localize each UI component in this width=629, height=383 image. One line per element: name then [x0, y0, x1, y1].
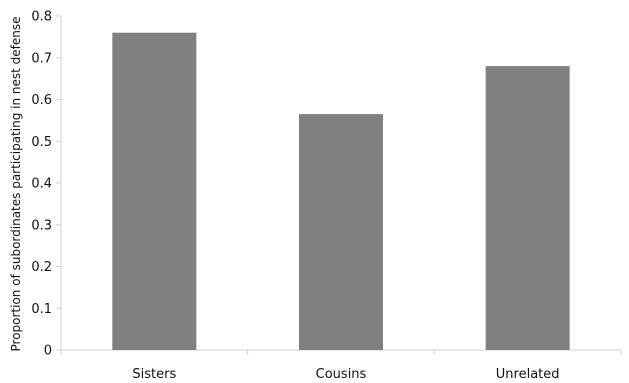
bar-cousins — [299, 114, 383, 350]
x-tick-label-cousins: Cousins — [316, 367, 367, 382]
y-tick-label: 0.1 — [31, 302, 52, 317]
x-axis-ticks: Sisters Cousins Unrelated — [60, 350, 622, 382]
bars — [112, 32, 570, 350]
y-tick-label: 0.2 — [31, 260, 52, 275]
y-tick-label: 0.6 — [31, 93, 52, 108]
x-tick-label-unrelated: Unrelated — [496, 367, 560, 382]
y-tick-label: 0.4 — [31, 177, 52, 192]
y-axis-title: Proportion of subordinates participating… — [9, 17, 23, 352]
bar-unrelated — [485, 66, 570, 350]
bar-sisters — [112, 32, 197, 350]
y-tick-label: 0.7 — [31, 51, 52, 66]
y-tick-label: 0 — [44, 344, 52, 359]
y-axis-ticks: 0 0.1 0.2 0.3 0.4 0.5 0.6 0.7 0.8 — [31, 10, 61, 359]
y-tick-label: 0.3 — [31, 218, 52, 233]
y-tick-label: 0.5 — [31, 135, 52, 150]
y-tick-label: 0.8 — [31, 10, 52, 25]
x-tick-label-sisters: Sisters — [132, 367, 176, 382]
